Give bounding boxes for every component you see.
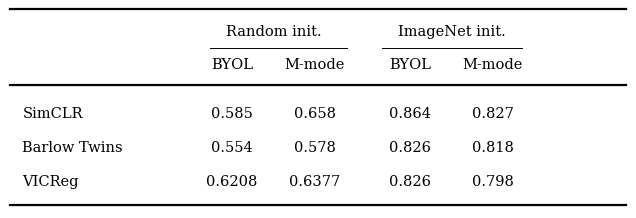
Text: BYOL: BYOL <box>389 58 431 72</box>
Text: 0.6208: 0.6208 <box>207 175 258 189</box>
Text: 0.658: 0.658 <box>294 107 336 121</box>
Text: ImageNet init.: ImageNet init. <box>398 25 506 39</box>
Text: 0.554: 0.554 <box>211 141 253 155</box>
Text: Random init.: Random init. <box>226 25 321 39</box>
Text: 0.827: 0.827 <box>472 107 514 121</box>
Text: 0.798: 0.798 <box>472 175 514 189</box>
Text: M-mode: M-mode <box>463 58 523 72</box>
Text: 0.864: 0.864 <box>389 107 431 121</box>
Text: 0.818: 0.818 <box>472 141 514 155</box>
Text: Barlow Twins: Barlow Twins <box>22 141 123 155</box>
Text: 0.6377: 0.6377 <box>289 175 340 189</box>
Text: 0.826: 0.826 <box>389 141 431 155</box>
Text: BYOL: BYOL <box>211 58 253 72</box>
Text: M-mode: M-mode <box>285 58 345 72</box>
Text: VICReg: VICReg <box>22 175 79 189</box>
Text: 0.826: 0.826 <box>389 175 431 189</box>
Text: SimCLR: SimCLR <box>22 107 83 121</box>
Text: 0.585: 0.585 <box>211 107 253 121</box>
Text: 0.578: 0.578 <box>294 141 336 155</box>
